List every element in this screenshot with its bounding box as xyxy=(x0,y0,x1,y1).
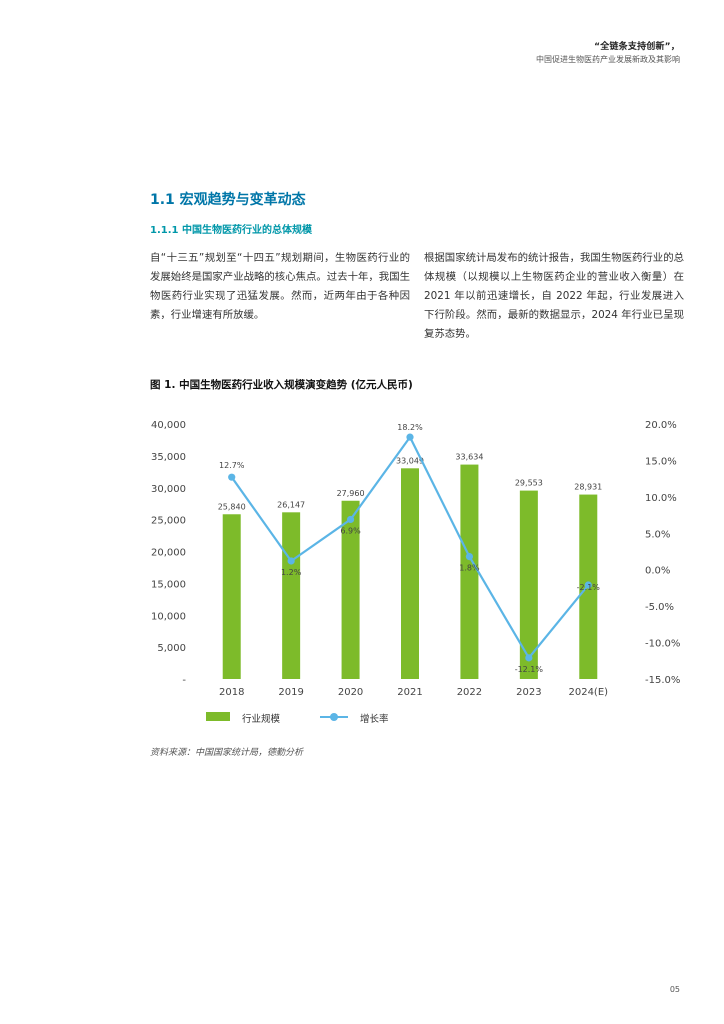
bar-2022 xyxy=(460,464,479,679)
growth-rate-label: 18.2% xyxy=(397,423,423,432)
legend-bar-label: 行业规模 xyxy=(242,714,281,725)
section-title: 1.1 宏观趋势与变革动态 xyxy=(150,192,306,208)
page-number: 05 xyxy=(669,985,680,994)
x-axis-tick-label: 2019 xyxy=(278,687,303,698)
right-axis-tick-label: 5.0% xyxy=(645,529,670,540)
left-axis-tick-label: 15,000 xyxy=(151,579,186,590)
bar-value-label: 29,553 xyxy=(515,479,543,488)
header-subtitle: 中国促进生物医药产业发展新政及其影响 xyxy=(536,55,680,64)
growth-rate-label: 1.8% xyxy=(459,564,480,573)
right-axis-tick-label: 20.0% xyxy=(645,420,677,431)
legend-line-label: 增长率 xyxy=(360,714,389,725)
bar-value-label: 26,147 xyxy=(277,500,305,509)
growth-point-2024(E) xyxy=(584,581,592,589)
legend-line-marker xyxy=(330,713,338,721)
left-axis-tick-label: 25,000 xyxy=(151,516,186,527)
right-axis-tick-label: 15.0% xyxy=(645,456,677,467)
left-axis-tick-label: 20,000 xyxy=(151,548,186,559)
right-axis-tick-label: -5.0% xyxy=(645,602,674,613)
figure-title: 图 1. 中国生物医药行业收入规模演变趋势 (亿元人民币) xyxy=(150,379,413,391)
growth-point-2023 xyxy=(525,654,533,662)
bar-value-label: 28,931 xyxy=(574,483,602,492)
x-axis-tick-label: 2023 xyxy=(516,687,541,698)
x-axis-tick-label: 2024(E) xyxy=(568,687,608,698)
growth-point-2018 xyxy=(228,473,236,481)
growth-rate-label: -2.1% xyxy=(577,583,601,592)
right-axis-tick-label: 10.0% xyxy=(645,493,677,504)
bar-2023 xyxy=(519,490,538,679)
left-axis-tick-label: 30,000 xyxy=(151,484,186,495)
x-axis-tick-label: 2020 xyxy=(338,687,363,698)
growth-rate-label: 6.9% xyxy=(340,526,361,535)
x-axis-tick-label: 2022 xyxy=(457,687,482,698)
left-axis-tick-label: 35,000 xyxy=(151,452,186,463)
bar-2019 xyxy=(282,512,301,679)
bar-value-label: 27,960 xyxy=(337,489,365,498)
header-title: “全链条支持创新”， xyxy=(594,42,680,52)
bar-2018 xyxy=(222,514,241,679)
right-axis-tick-label: 0.0% xyxy=(645,566,670,577)
growth-point-2020 xyxy=(346,515,355,524)
left-axis-tick-label: 5,000 xyxy=(157,643,186,654)
growth-point-2021 xyxy=(406,433,414,441)
figure-source: 资料来源：中国国家统计局，德勤分析 xyxy=(150,748,304,758)
paragraph-left: 自“十三五”规划至“十四五”规划期间，生物医药行业的发展始终是国家产业战略的核心… xyxy=(150,252,410,321)
legend-bar-swatch xyxy=(206,712,230,721)
right-axis-tick-label: -15.0% xyxy=(645,675,680,686)
bar-2020 xyxy=(341,500,360,679)
revenue-growth-chart: - 5,000 10,000 15,000 20,000 25,000 30,000 35,0… xyxy=(151,420,680,698)
subsection-title: 1.1.1 中国生物医药行业的总体规模 xyxy=(150,225,312,236)
left-axis-tick-label: - xyxy=(182,675,186,686)
growth-rate-label: 12.7% xyxy=(219,461,245,470)
growth-point-2019 xyxy=(287,557,295,565)
growth-rate-label: 1.2% xyxy=(281,568,302,577)
bar-2021 xyxy=(401,468,419,679)
x-axis-tick-label: 2021 xyxy=(397,687,422,698)
left-axis-tick-label: 40,000 xyxy=(151,420,186,431)
growth-point-2022 xyxy=(465,553,474,561)
growth-rate-label: -12.1% xyxy=(515,665,544,674)
left-axis-tick-label: 10,000 xyxy=(151,611,186,622)
bar-value-label: 25,840 xyxy=(218,502,246,511)
bar-value-label: 33,049 xyxy=(396,456,424,465)
paragraph-right: 根据国家统计局发布的统计报告，我国生物医药行业的总体规模（以规模以上生物医药企业… xyxy=(424,252,684,340)
bar-value-label: 33,634 xyxy=(455,453,483,462)
right-axis-tick-label: -10.0% xyxy=(645,639,680,650)
x-axis-tick-label: 2018 xyxy=(219,687,244,698)
